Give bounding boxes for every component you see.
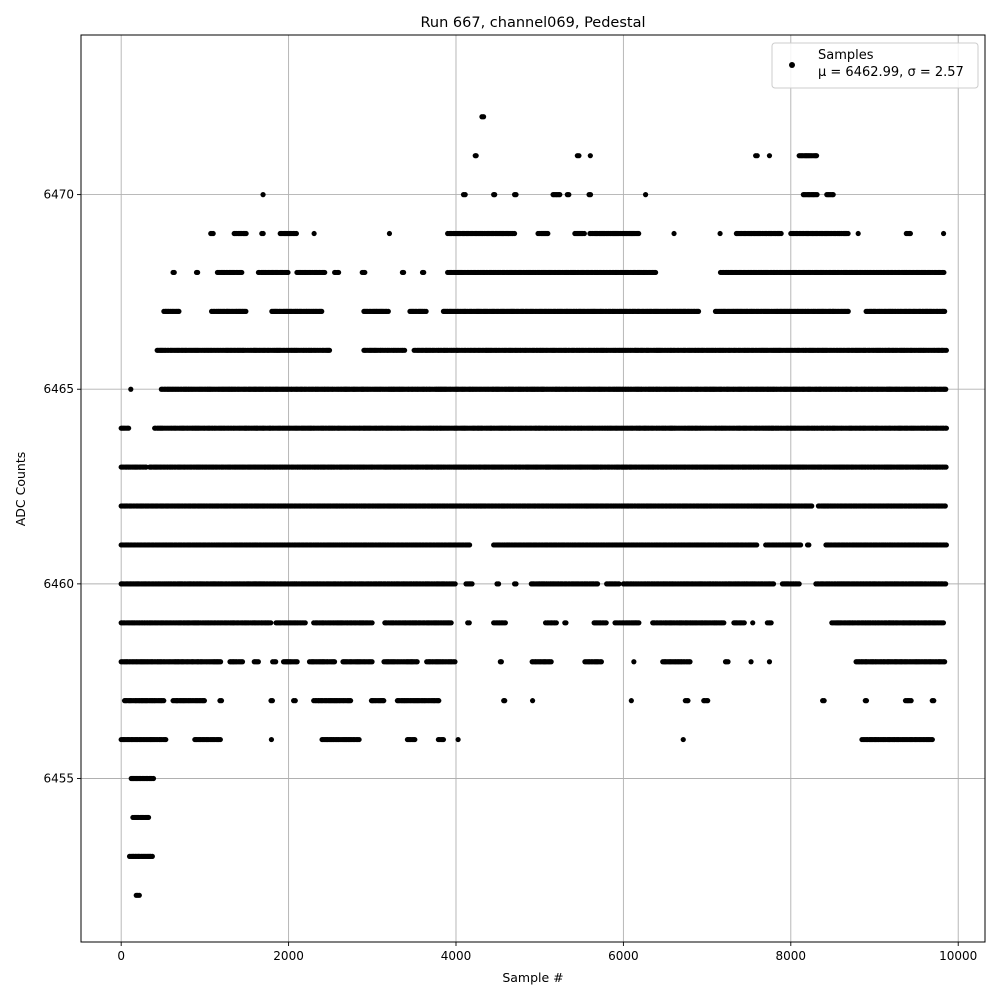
data-point <box>370 620 375 625</box>
data-point <box>530 698 535 703</box>
data-point <box>705 698 710 703</box>
data-point <box>240 659 245 664</box>
data-point <box>742 620 747 625</box>
data-point <box>128 387 133 392</box>
data-point <box>754 542 759 547</box>
data-point <box>441 737 446 742</box>
data-point <box>687 659 692 664</box>
data-point <box>549 659 554 664</box>
data-point <box>415 659 420 664</box>
data-point <box>685 698 690 703</box>
data-point <box>137 893 142 898</box>
data-point <box>942 659 947 664</box>
data-point <box>931 698 936 703</box>
data-point <box>769 620 774 625</box>
data-point <box>332 659 337 664</box>
data-point <box>629 698 634 703</box>
data-point <box>943 387 948 392</box>
data-point <box>161 698 166 703</box>
data-point <box>151 776 156 781</box>
data-point <box>126 426 131 431</box>
data-point <box>797 581 802 586</box>
data-point <box>941 620 946 625</box>
data-point <box>202 698 207 703</box>
data-point <box>604 620 609 625</box>
data-point <box>402 348 407 353</box>
data-point <box>436 698 441 703</box>
data-point <box>503 620 508 625</box>
data-point <box>449 620 454 625</box>
data-point <box>502 698 507 703</box>
data-point <box>748 659 753 664</box>
data-point <box>595 581 600 586</box>
data-point <box>930 737 935 742</box>
data-point <box>146 815 151 820</box>
data-point <box>721 620 726 625</box>
data-point <box>452 659 457 664</box>
data-point <box>269 737 274 742</box>
data-point <box>943 464 948 469</box>
data-point <box>750 620 755 625</box>
data-point <box>636 620 641 625</box>
data-point <box>599 659 604 664</box>
data-point <box>453 581 458 586</box>
data-point <box>798 542 803 547</box>
data-point <box>256 659 261 664</box>
data-point <box>944 426 949 431</box>
data-point <box>163 737 168 742</box>
data-point <box>681 737 686 742</box>
data-point <box>864 698 869 703</box>
data-point <box>327 348 332 353</box>
data-point <box>631 659 636 664</box>
data-point <box>496 581 501 586</box>
data-point <box>218 659 223 664</box>
data-point <box>295 659 300 664</box>
data-point <box>467 542 472 547</box>
data-point <box>809 503 814 508</box>
data-point <box>469 581 474 586</box>
data-point <box>909 698 914 703</box>
data-point <box>348 698 353 703</box>
data-point <box>218 737 223 742</box>
data-point <box>412 737 417 742</box>
data-point <box>273 659 278 664</box>
data-point <box>499 659 504 664</box>
data-point <box>381 698 386 703</box>
data-point <box>293 698 298 703</box>
data-point <box>822 698 827 703</box>
data-point <box>270 698 275 703</box>
data-point <box>806 542 811 547</box>
data-point <box>369 659 374 664</box>
data-point <box>150 854 155 859</box>
data-point <box>725 659 730 664</box>
data-point <box>767 659 772 664</box>
data-point <box>771 581 776 586</box>
data-point <box>944 542 949 547</box>
data-point <box>219 698 224 703</box>
data-point <box>467 620 472 625</box>
data-point <box>554 620 559 625</box>
data-point <box>268 620 273 625</box>
data-point <box>943 503 948 508</box>
data-point <box>356 737 361 742</box>
data-point <box>455 737 460 742</box>
data-point <box>563 620 568 625</box>
data-point <box>513 581 518 586</box>
data-point <box>303 620 308 625</box>
data-point <box>943 581 948 586</box>
